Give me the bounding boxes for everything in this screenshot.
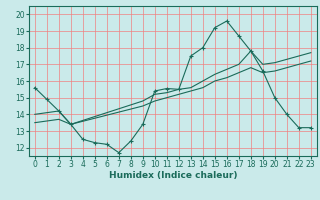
X-axis label: Humidex (Indice chaleur): Humidex (Indice chaleur) bbox=[108, 171, 237, 180]
